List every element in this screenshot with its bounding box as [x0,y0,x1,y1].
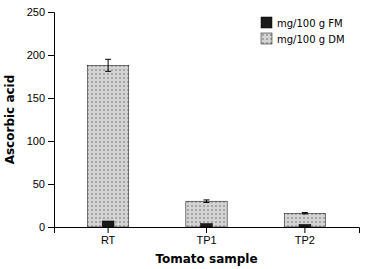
error-cap [204,199,210,200]
plot: RTTP1TP2050100150200250mg/100 g FMmg/100… [27,6,360,246]
error-bar [105,59,111,71]
y-tick: 200 [27,49,54,61]
bar [284,213,325,227]
x-tick-label: RT [101,234,116,246]
error-cap [105,71,111,72]
marks [87,59,325,227]
legend-swatch [261,33,272,44]
y-tick: 250 [27,6,54,18]
bar [102,221,114,227]
error-bar [204,200,210,203]
y-tick: 50 [33,178,54,190]
bar [186,201,227,227]
y-tick: 100 [27,135,54,147]
y-tick-mark [48,98,54,99]
legend-item: mg/100 g DM [261,33,345,45]
y-tick-mark [48,55,54,56]
y-tick-label: 250 [27,6,45,18]
error-cap [302,212,308,213]
y-tick-label: 50 [33,178,45,190]
y-axis-line [48,13,55,228]
x-axis-title: Tomato sample [155,252,257,266]
y-tick-label: 150 [27,92,45,104]
x-tick: TP2 [295,227,315,246]
legend-item: mg/100 g FM [261,17,343,29]
error-cap [302,213,308,214]
y-tick-label: 200 [27,49,45,61]
legend: mg/100 g FM mg/100 g DM [255,12,355,50]
bar-series [87,65,325,227]
chart: RTTP1TP2050100150200250mg/100 g FMmg/100… [0,0,371,269]
error-line [108,59,109,71]
x-axis: RT TP1 TP2 [55,227,360,246]
error-bars [105,59,308,214]
y-axis: 0 50 100 150 200 250 [27,6,55,233]
y-tick-mark [48,184,54,185]
y-tick: 0 [39,221,54,233]
y-tick-label: 100 [27,135,45,147]
error-cap [204,202,210,203]
legend-swatch [261,17,272,28]
y-tick-label: 0 [39,221,45,233]
error-bar [302,213,308,214]
bar [201,224,213,227]
legend-background [255,12,355,50]
y-tick-mark [48,227,54,228]
x-tick-label: TP2 [295,234,315,246]
x-tick-mark [108,227,109,233]
legend-label: mg/100 g DM [277,34,345,45]
bar-series [102,221,311,227]
x-tick-mark [206,227,207,233]
x-axis-line [55,228,360,234]
y-axis-title: Ascorbic acid [3,75,17,165]
y-tick: 150 [27,92,54,104]
bar [87,65,128,227]
y-tick-mark [48,12,54,13]
error-cap [105,59,111,60]
bar [299,224,311,227]
x-tick: TP1 [196,227,216,246]
legend-label: mg/100 g FM [277,18,343,29]
x-tick-label: TP1 [196,234,216,246]
x-tick: RT [101,227,116,246]
x-tick-mark [304,227,305,233]
y-tick-mark [48,141,54,142]
